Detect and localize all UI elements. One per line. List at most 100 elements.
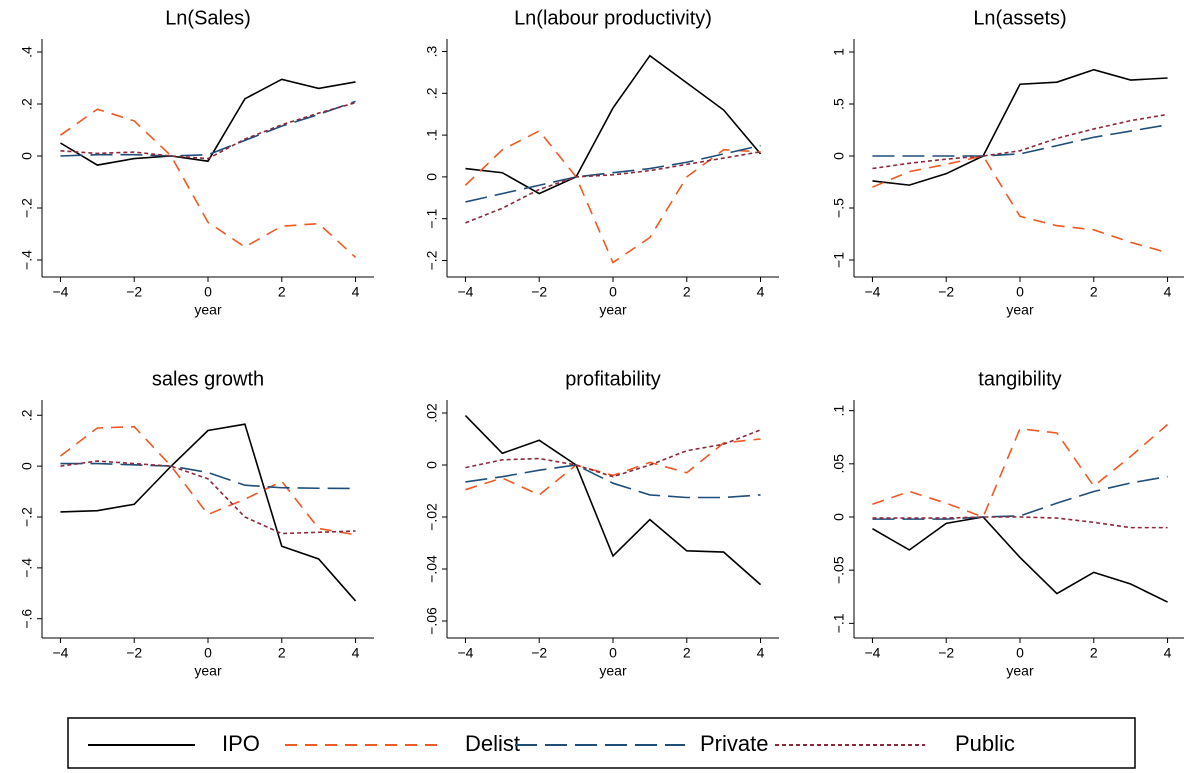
series-line bbox=[465, 438, 761, 496]
y-tick-label: −.1 bbox=[424, 209, 440, 229]
x-tick-label: 0 bbox=[609, 645, 617, 661]
y-tick-label: −.5 bbox=[831, 198, 847, 218]
series-line bbox=[872, 516, 1168, 603]
x-tick-label: 0 bbox=[609, 284, 617, 300]
x-tick-label: 4 bbox=[1164, 645, 1172, 661]
x-tick-label: −4 bbox=[864, 645, 880, 661]
y-tick-label: .2 bbox=[19, 98, 35, 110]
y-tick-label: −1 bbox=[831, 252, 847, 268]
chart-title: sales growth bbox=[152, 368, 264, 390]
x-axis-label: year bbox=[599, 663, 627, 679]
series-line bbox=[872, 155, 1168, 254]
legend-box bbox=[67, 717, 1136, 769]
y-tick-label: −.06 bbox=[424, 607, 440, 635]
x-tick-label: 2 bbox=[683, 645, 691, 661]
series-line bbox=[60, 423, 357, 602]
x-tick-label: 0 bbox=[1016, 645, 1024, 661]
x-tick-label: 2 bbox=[278, 284, 286, 300]
x-tick-label: −2 bbox=[126, 645, 142, 661]
x-axis-label: year bbox=[1006, 663, 1034, 679]
y-tick-label: .2 bbox=[19, 409, 35, 421]
y-tick-label: −.04 bbox=[424, 555, 440, 583]
y-tick-label: .3 bbox=[424, 45, 440, 57]
x-axis-label: year bbox=[194, 302, 222, 318]
series-line bbox=[60, 100, 356, 157]
y-tick-label: −.2 bbox=[19, 507, 35, 527]
series-line bbox=[872, 475, 1168, 520]
y-tick-label: .1 bbox=[424, 129, 440, 141]
series-line bbox=[872, 113, 1168, 170]
x-tick-label: 2 bbox=[683, 284, 691, 300]
x-tick-label: −2 bbox=[126, 284, 142, 300]
y-tick-label: 0 bbox=[831, 513, 847, 521]
chart-title: profitability bbox=[565, 368, 661, 390]
chart-title: Ln(labour productivity) bbox=[514, 7, 712, 29]
series-line bbox=[465, 464, 761, 499]
chart-title: Ln(Sales) bbox=[165, 7, 251, 29]
x-tick-label: 4 bbox=[757, 645, 765, 661]
y-tick-label: −.2 bbox=[19, 198, 35, 218]
x-tick-label: −2 bbox=[531, 645, 547, 661]
y-tick-label: −.02 bbox=[424, 503, 440, 531]
x-tick-label: −2 bbox=[938, 284, 954, 300]
x-tick-label: 0 bbox=[204, 284, 212, 300]
x-tick-label: −4 bbox=[864, 284, 880, 300]
series-line bbox=[872, 516, 1168, 529]
y-tick-label: −.2 bbox=[424, 250, 440, 270]
y-tick-label: −.4 bbox=[19, 250, 35, 270]
chart-title: tangibility bbox=[978, 368, 1061, 390]
series-line bbox=[872, 423, 1169, 519]
x-tick-label: 2 bbox=[1090, 645, 1098, 661]
x-axis-label: year bbox=[1006, 302, 1034, 318]
legend-label: Public bbox=[955, 731, 1015, 756]
series-line bbox=[872, 124, 1168, 157]
chart-title: Ln(assets) bbox=[973, 7, 1066, 29]
series-line bbox=[464, 129, 761, 264]
series-line bbox=[464, 415, 762, 586]
series-line bbox=[59, 108, 357, 258]
y-tick-label: 0 bbox=[424, 461, 440, 469]
series-line bbox=[872, 68, 1168, 186]
y-tick-label: 0 bbox=[424, 173, 440, 181]
x-tick-label: 4 bbox=[352, 645, 360, 661]
x-tick-label: 4 bbox=[757, 284, 765, 300]
y-tick-label: −.6 bbox=[19, 609, 35, 629]
legend-label: IPO bbox=[222, 731, 260, 756]
x-tick-label: −4 bbox=[457, 284, 473, 300]
x-tick-label: −4 bbox=[457, 645, 473, 661]
x-tick-label: 2 bbox=[278, 645, 286, 661]
series-line bbox=[465, 151, 761, 224]
y-tick-label: .4 bbox=[19, 46, 35, 58]
y-tick-label: −.4 bbox=[19, 558, 35, 578]
x-tick-label: 0 bbox=[1016, 284, 1024, 300]
series-line bbox=[465, 54, 762, 195]
y-tick-label: 0 bbox=[19, 462, 35, 470]
y-tick-label: −.1 bbox=[831, 613, 847, 633]
y-tick-label: .02 bbox=[424, 403, 440, 423]
y-tick-label: .2 bbox=[424, 87, 440, 99]
y-tick-label: −.05 bbox=[831, 556, 847, 584]
series-line bbox=[60, 101, 356, 160]
y-tick-label: 0 bbox=[19, 152, 35, 160]
y-tick-label: 1 bbox=[831, 48, 847, 56]
x-tick-label: −2 bbox=[938, 645, 954, 661]
x-axis-label: year bbox=[599, 302, 627, 318]
series-line bbox=[60, 462, 356, 490]
x-tick-label: 4 bbox=[1164, 284, 1172, 300]
x-tick-label: 4 bbox=[352, 284, 360, 300]
x-tick-label: −4 bbox=[52, 284, 68, 300]
series-line bbox=[465, 429, 761, 478]
x-tick-label: 0 bbox=[204, 645, 212, 661]
legend-label: Private bbox=[700, 731, 768, 756]
series-line bbox=[60, 460, 356, 535]
y-tick-label: 0 bbox=[831, 152, 847, 160]
legend-label: Delist bbox=[465, 731, 520, 756]
y-tick-label: .05 bbox=[831, 454, 847, 474]
x-tick-label: −2 bbox=[531, 284, 547, 300]
y-tick-label: .5 bbox=[831, 98, 847, 110]
series-line bbox=[465, 144, 761, 203]
series-line bbox=[59, 425, 356, 536]
y-tick-label: .1 bbox=[831, 405, 847, 417]
series-line bbox=[60, 78, 356, 166]
